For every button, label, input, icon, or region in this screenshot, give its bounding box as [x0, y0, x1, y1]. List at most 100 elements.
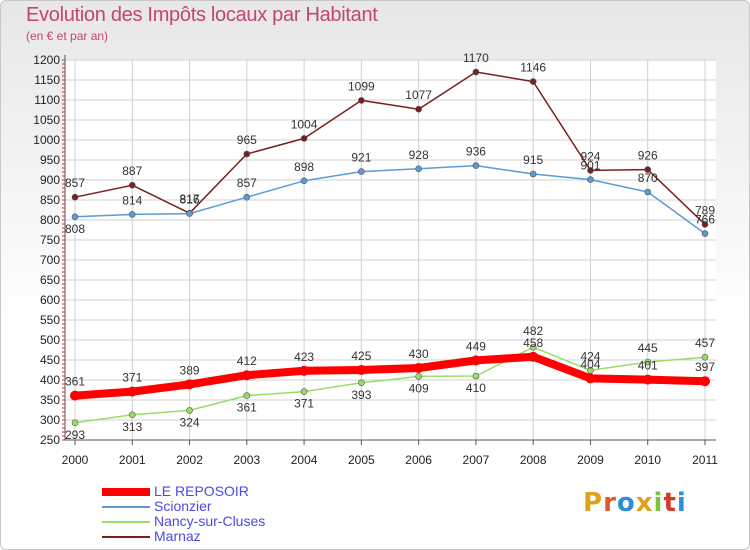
series-line-scionzier	[74, 164, 706, 235]
data-label-nancy-sur-cluses: 361	[237, 401, 257, 415]
data-label-marnaz: 1099	[348, 79, 375, 93]
data-point-marnaz	[644, 166, 652, 173]
y-tick-label: 900	[40, 173, 60, 187]
series-line-marnaz	[74, 71, 706, 226]
data-point-scionzier	[128, 211, 136, 218]
y-tick-label: 700	[40, 253, 60, 267]
y-tick-label: 450	[40, 353, 60, 367]
legend-swatch	[102, 521, 150, 523]
data-point-marnaz	[128, 181, 136, 189]
data-label-le-reposoir: 425	[351, 349, 371, 363]
data-point-le-reposoir	[528, 351, 539, 362]
data-point-le-reposoir	[184, 379, 195, 390]
data-point-scionzier	[71, 213, 79, 221]
data-label-scionzier: 936	[466, 145, 486, 159]
logo-letter: i	[676, 488, 687, 518]
data-label-nancy-sur-cluses: 457	[695, 336, 715, 350]
logo-letter: r	[603, 488, 617, 518]
data-point-le-reposoir	[470, 355, 481, 366]
data-point-nancy-sur-cluses	[644, 358, 652, 366]
legend-label: LE REPOSOIR	[154, 483, 249, 499]
logo-letter: t	[663, 488, 677, 518]
data-label-scionzier: 915	[523, 153, 543, 167]
x-tick-label: 2009	[577, 453, 604, 467]
y-tick-label: 750	[40, 233, 60, 247]
x-tick-label: 2007	[463, 453, 490, 467]
x-tick-label: 2003	[233, 453, 260, 467]
y-tick-label: 800	[40, 213, 60, 227]
data-label-marnaz: 926	[638, 149, 658, 163]
data-point-scionzier	[415, 165, 422, 173]
data-point-scionzier	[529, 170, 537, 178]
logo-letter: i	[653, 488, 664, 518]
data-point-nancy-sur-cluses	[701, 353, 709, 361]
y-tick-label: 650	[40, 273, 60, 287]
data-point-scionzier	[644, 188, 652, 196]
x-tick-label: 2010	[634, 453, 661, 467]
data-point-marnaz	[701, 221, 709, 228]
data-label-marnaz: 1077	[405, 88, 432, 102]
x-tick-label: 2008	[520, 453, 547, 467]
y-tick-label: 400	[40, 373, 60, 387]
y-tick-label: 600	[40, 293, 60, 307]
data-point-scionzier	[472, 162, 480, 169]
data-label-scionzier: 928	[409, 148, 429, 162]
data-point-le-reposoir	[241, 370, 252, 381]
data-point-le-reposoir	[127, 386, 138, 397]
series-line-le-reposoir	[71, 352, 709, 400]
data-label-nancy-sur-cluses: 445	[638, 341, 658, 355]
data-label-scionzier: 816	[180, 193, 200, 207]
data-point-marnaz	[300, 135, 308, 142]
data-label-nancy-sur-cluses: 424	[580, 349, 600, 363]
data-point-le-reposoir	[585, 373, 596, 384]
data-point-nancy-sur-cluses	[243, 392, 251, 399]
data-point-nancy-sur-cluses	[128, 411, 136, 419]
y-tick-label: 500	[40, 333, 60, 347]
data-label-le-reposoir: 404	[580, 357, 600, 371]
legend-label: Nancy-sur-Cluses	[154, 513, 266, 529]
data-label-le-reposoir: 361	[65, 375, 85, 389]
data-point-marnaz	[587, 167, 594, 174]
data-label-le-reposoir: 412	[237, 354, 257, 368]
data-point-le-reposoir	[299, 365, 310, 376]
data-point-scionzier	[243, 193, 251, 201]
x-tick-label: 2000	[62, 453, 89, 467]
legend-label: Marnaz	[154, 528, 201, 544]
series-line-nancy-sur-cluses	[74, 346, 706, 424]
data-point-nancy-sur-cluses	[529, 343, 537, 351]
logo-letter: x	[635, 488, 654, 518]
chart-subtitle: (en € et par an)	[26, 29, 109, 43]
y-tick-label: 550	[40, 313, 60, 327]
data-label-marnaz: 965	[237, 133, 257, 147]
y-tick-label: 250	[40, 433, 60, 447]
y-tick-label: 1200	[33, 53, 60, 67]
data-label-scionzier: 766	[695, 213, 715, 227]
data-point-marnaz	[71, 193, 79, 201]
y-tick-label: 950	[40, 153, 60, 167]
data-point-scionzier	[701, 230, 709, 237]
data-label-scionzier: 808	[65, 222, 85, 236]
data-label-le-reposoir: 423	[294, 350, 314, 364]
data-label-marnaz: 789	[695, 203, 715, 217]
data-label-marnaz: 1170	[463, 51, 489, 65]
data-label-le-reposoir: 371	[122, 371, 142, 385]
data-point-nancy-sur-cluses	[358, 379, 365, 387]
data-label-nancy-sur-cluses: 371	[294, 397, 314, 411]
logo-letter: o	[616, 488, 636, 518]
y-tick-label: 350	[40, 393, 60, 407]
proxiti-logo: Proxiti	[583, 488, 687, 518]
data-label-marnaz: 817	[180, 192, 200, 206]
data-label-le-reposoir: 389	[180, 363, 200, 377]
data-label-le-reposoir: 401	[638, 359, 658, 373]
data-point-nancy-sur-cluses	[415, 373, 422, 380]
data-label-marnaz: 1146	[520, 61, 546, 75]
data-label-le-reposoir: 449	[466, 339, 486, 353]
data-point-le-reposoir	[700, 376, 710, 387]
data-label-nancy-sur-cluses: 409	[409, 381, 429, 395]
y-tick-label: 300	[40, 413, 60, 427]
x-tick-label: 2005	[348, 453, 375, 467]
data-point-le-reposoir	[356, 365, 367, 375]
data-label-scionzier: 814	[122, 193, 142, 207]
data-label-scionzier: 898	[294, 160, 314, 174]
data-label-scionzier: 921	[351, 151, 371, 165]
